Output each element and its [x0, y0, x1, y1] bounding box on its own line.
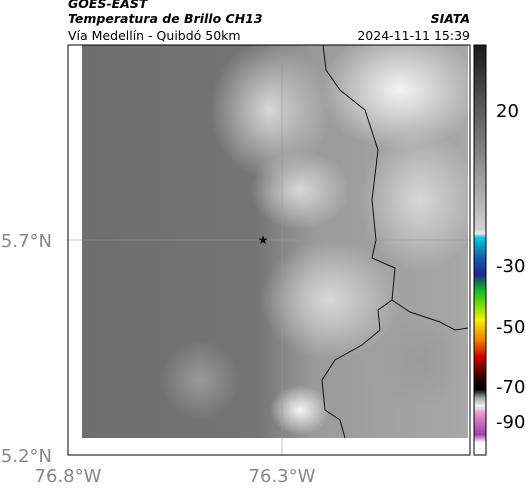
colorbar-tick-label: -50	[496, 317, 525, 338]
map-frame	[67, 44, 471, 456]
title: Temperatura de Brillo CH13	[68, 11, 263, 26]
colorbar	[473, 44, 487, 456]
source: SIATA	[431, 11, 470, 26]
colorbar-tick-label: -30	[496, 256, 525, 277]
satellite-name: GOES-EAST	[68, 0, 149, 11]
labels: 5.7°N 5.2°N76.8°W 76.3°W 20 -30 -50 -70 -90	[1, 101, 526, 487]
location-marker: ★	[258, 233, 269, 247]
lon-tick-label: 76.3°W	[249, 466, 316, 487]
lat-tick-label: 5.2°N	[1, 446, 52, 467]
lat-tick-label: 5.7°N	[1, 231, 52, 252]
lon-tick-label: 76.8°W	[35, 466, 102, 487]
colorbar-tick-label: 20	[496, 101, 519, 122]
colorbar-tick-label: -90	[496, 412, 525, 433]
colorbar-tick-label: -70	[496, 377, 525, 398]
subtitle: Vía Medellín - Quibdó 50km	[68, 28, 241, 43]
timestamp: 2024-11-11 15:39	[357, 28, 470, 43]
satellite-image	[82, 45, 468, 438]
